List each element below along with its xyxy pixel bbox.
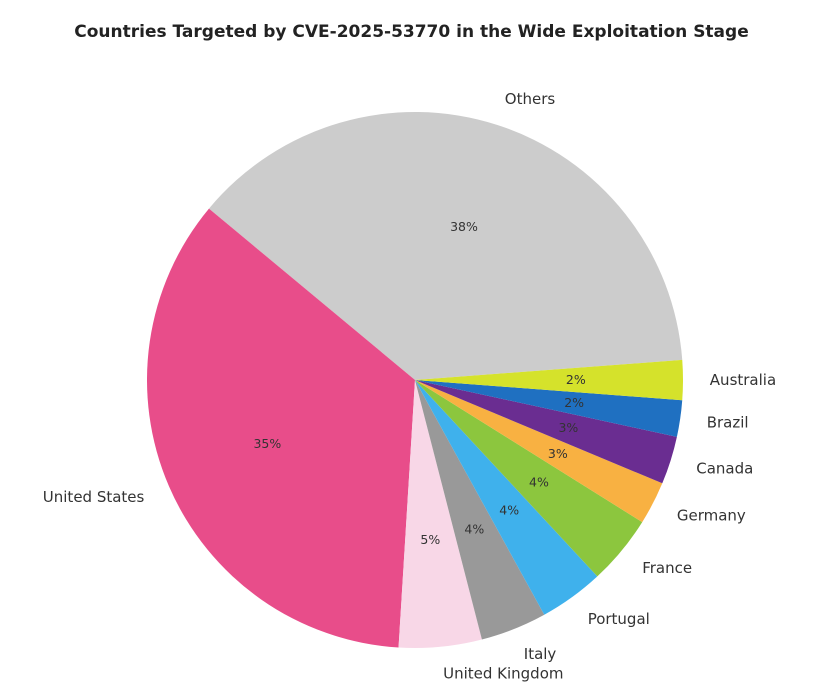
slice-pct-portugal: 4% — [499, 502, 519, 517]
pie-slice-brazil — [415, 380, 683, 437]
slice-label-united-kingdom: United Kingdom — [443, 664, 563, 682]
pie-slice-united-states — [146, 208, 415, 648]
slice-label-united-states: United States — [43, 488, 145, 506]
pie-slice-australia — [415, 359, 683, 401]
slice-label-italy: Italy — [524, 645, 557, 663]
pie-slice-germany — [415, 380, 663, 523]
slice-label-brazil: Brazil — [707, 413, 749, 431]
pie-slice-italy — [415, 380, 545, 640]
slice-pct-germany: 3% — [548, 446, 568, 461]
slice-pct-united-kingdom: 5% — [420, 532, 440, 547]
slice-label-portugal: Portugal — [588, 610, 650, 628]
slice-pct-others: 38% — [450, 219, 478, 234]
chart-title: Countries Targeted by CVE-2025-53770 in … — [74, 22, 749, 42]
pie-slice-united-kingdom — [398, 380, 482, 648]
slice-label-germany: Germany — [677, 506, 746, 524]
slice-pct-france: 4% — [529, 474, 549, 489]
slice-pct-canada: 3% — [558, 420, 578, 435]
slice-label-france: France — [642, 559, 692, 577]
pie-slice-canada — [415, 380, 677, 484]
pie-slice-others — [208, 112, 683, 381]
pie-slice-portugal — [415, 380, 598, 615]
slice-label-canada: Canada — [696, 459, 753, 477]
slice-label-australia: Australia — [710, 371, 776, 389]
slice-pct-australia: 2% — [566, 372, 586, 387]
slice-label-others: Others — [505, 90, 556, 108]
slice-pct-brazil: 2% — [564, 395, 584, 410]
slice-pct-united-states: 35% — [253, 436, 281, 451]
pie-slice-france — [415, 380, 643, 577]
slice-pct-italy: 4% — [464, 521, 484, 536]
